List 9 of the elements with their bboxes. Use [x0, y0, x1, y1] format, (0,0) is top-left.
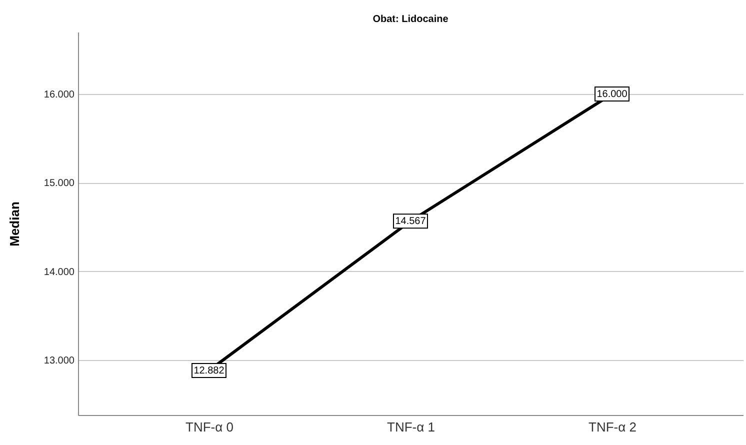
x-tick-label: TNF-α 2: [588, 420, 636, 434]
x-tick-label: TNF-α 1: [387, 420, 435, 434]
y-tick-label: 16.000: [44, 90, 75, 101]
y-axis-title: Median: [6, 202, 22, 246]
y-tick-label: 15.000: [44, 178, 75, 190]
y-tick-label: 14.000: [44, 266, 75, 278]
chart-title: Obat: Lidocaine: [372, 14, 449, 25]
y-tick-label: 13.000: [44, 356, 75, 367]
x-tick-label: TNF-α 0: [186, 420, 234, 434]
